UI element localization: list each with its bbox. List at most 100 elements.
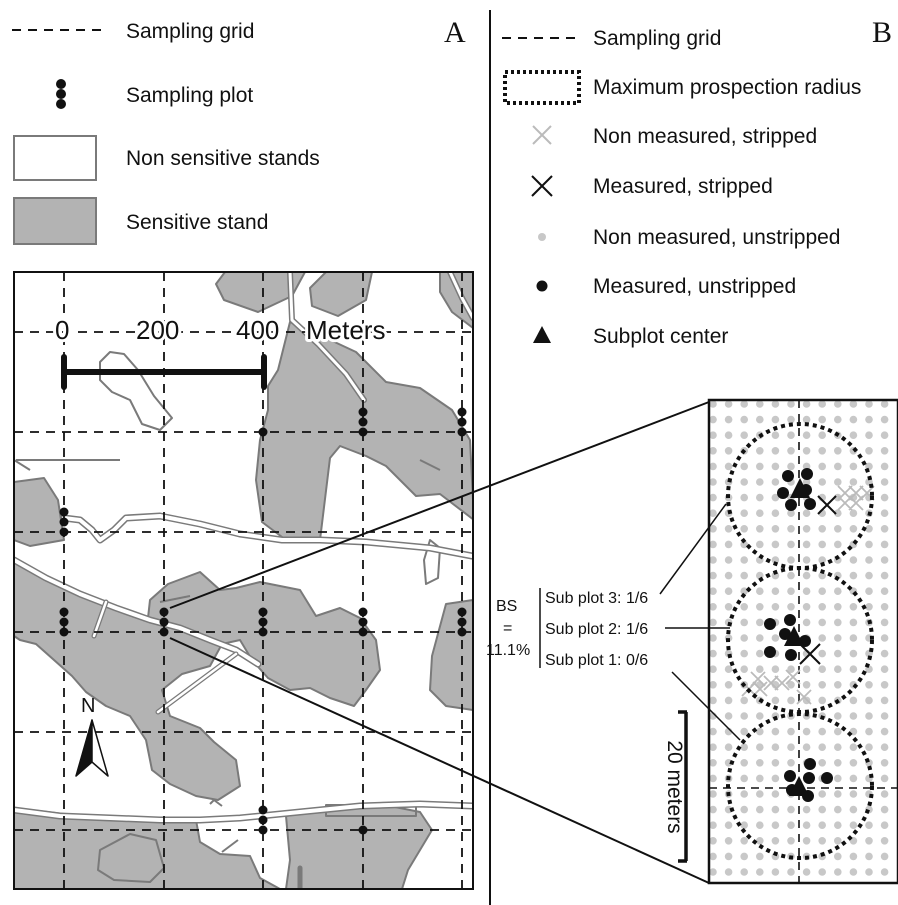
tree-dot xyxy=(756,712,764,720)
tree-dot xyxy=(771,665,780,673)
legend-b-gray-dot-icon xyxy=(538,233,546,241)
tree-dot xyxy=(834,681,842,689)
tree-dot xyxy=(724,681,733,689)
tree-dot xyxy=(818,415,826,424)
tree-dot xyxy=(849,868,858,876)
legend-b-black-x-icon xyxy=(531,175,553,197)
tree-dot xyxy=(787,696,795,705)
tree-dot xyxy=(724,852,733,861)
tree-dot xyxy=(834,478,842,486)
tree-dot xyxy=(756,743,764,751)
tree-dot xyxy=(771,478,780,486)
tree-dot xyxy=(771,556,780,564)
tree-dot xyxy=(709,571,717,580)
legend-b-triangle-label: Subplot center xyxy=(593,325,728,348)
tree-dot xyxy=(756,462,764,471)
legend-sampling-plot-label: Sampling plot xyxy=(126,84,253,107)
tree-dot xyxy=(880,493,889,502)
tree-dot xyxy=(740,837,748,845)
tree-dot xyxy=(818,805,826,814)
tree-dot xyxy=(802,805,811,814)
tree-dot xyxy=(709,790,717,798)
tree-dot xyxy=(802,431,811,440)
tree-dot xyxy=(880,774,889,783)
tree-dot xyxy=(818,759,826,767)
tree-dot xyxy=(834,837,842,845)
tree-dot xyxy=(740,743,748,751)
tree-dot xyxy=(849,665,858,673)
tree-dot xyxy=(709,665,717,673)
tree-dot xyxy=(771,525,780,533)
tree-dot xyxy=(709,525,717,533)
tree-dot xyxy=(740,665,748,673)
tree-dot xyxy=(771,509,780,517)
tree-dot xyxy=(818,462,826,471)
tree-dot xyxy=(740,712,748,720)
tree-dot xyxy=(880,400,889,408)
zoom-lines xyxy=(169,401,710,884)
legend-b-gray-x-label: Non measured, stripped xyxy=(593,125,817,148)
scale-bar: 0 200 400 Meters xyxy=(52,312,388,390)
tree-dot xyxy=(818,634,826,642)
tree-dot xyxy=(880,759,889,767)
north-label: N xyxy=(81,695,95,717)
tree-dot xyxy=(787,525,795,533)
tree-dot xyxy=(724,712,733,720)
tree-dot xyxy=(834,447,842,455)
subplot-2-label: Sub plot 2: 1/6 xyxy=(545,621,648,638)
tree-dot xyxy=(865,743,873,751)
tree-dot xyxy=(849,618,858,627)
tree-dot xyxy=(756,774,764,783)
legend-b-black-x-label: Measured, stripped xyxy=(593,175,773,198)
tree-dot xyxy=(787,462,795,471)
tree-dot xyxy=(756,790,764,798)
tree-dot xyxy=(771,462,780,471)
tree-dot xyxy=(880,712,889,720)
tree-dot xyxy=(880,696,889,705)
tree-dot xyxy=(709,743,717,751)
tree-dot xyxy=(849,805,858,814)
scale-tick-0: 0 xyxy=(55,315,69,345)
legend-b-radius-swatch xyxy=(503,70,581,105)
tree-dot xyxy=(834,743,842,751)
tree-dot xyxy=(849,649,858,658)
tree-dot xyxy=(802,509,811,517)
tree-dot xyxy=(865,415,873,424)
tree-dot xyxy=(724,525,733,533)
tree-dot xyxy=(818,681,826,689)
tree-dot xyxy=(724,447,733,455)
tree-dot xyxy=(818,540,826,549)
tree-dot xyxy=(865,556,873,564)
legend-b-black-dot-icon xyxy=(536,280,548,292)
legend-non-sensitive-label: Non sensitive stands xyxy=(126,147,320,170)
tree-dot xyxy=(756,509,764,517)
tree-dot xyxy=(834,540,842,549)
tree-dot xyxy=(740,805,748,814)
inset-frame xyxy=(707,398,898,885)
tree-dot xyxy=(787,431,795,440)
tree-dot xyxy=(756,618,764,627)
tree-dot xyxy=(787,556,795,564)
tree-dot xyxy=(865,431,873,440)
tree-dot xyxy=(771,447,780,455)
tree-dot xyxy=(740,774,748,783)
tree-dot xyxy=(880,634,889,642)
tree-dot xyxy=(818,400,826,408)
tree-dot xyxy=(865,540,873,549)
tree-dot xyxy=(709,759,717,767)
tree-dot xyxy=(771,759,780,767)
tree-dot xyxy=(880,868,889,876)
north-arrow: N xyxy=(75,695,109,777)
tree-dot xyxy=(880,727,889,736)
tree-dot xyxy=(787,571,795,580)
tree-dot xyxy=(787,743,795,751)
tree-dot xyxy=(834,868,842,876)
tree-dot xyxy=(740,634,748,642)
tree-dot xyxy=(787,540,795,549)
tree-dot xyxy=(740,790,748,798)
tree-dot xyxy=(756,478,764,486)
tree-dot xyxy=(880,743,889,751)
bs-annotation: BS = 11.1% Sub plot 3: 1/6 Sub plot 2: 1… xyxy=(486,503,741,741)
tree-dot xyxy=(802,727,811,736)
tree-dot xyxy=(756,805,764,814)
